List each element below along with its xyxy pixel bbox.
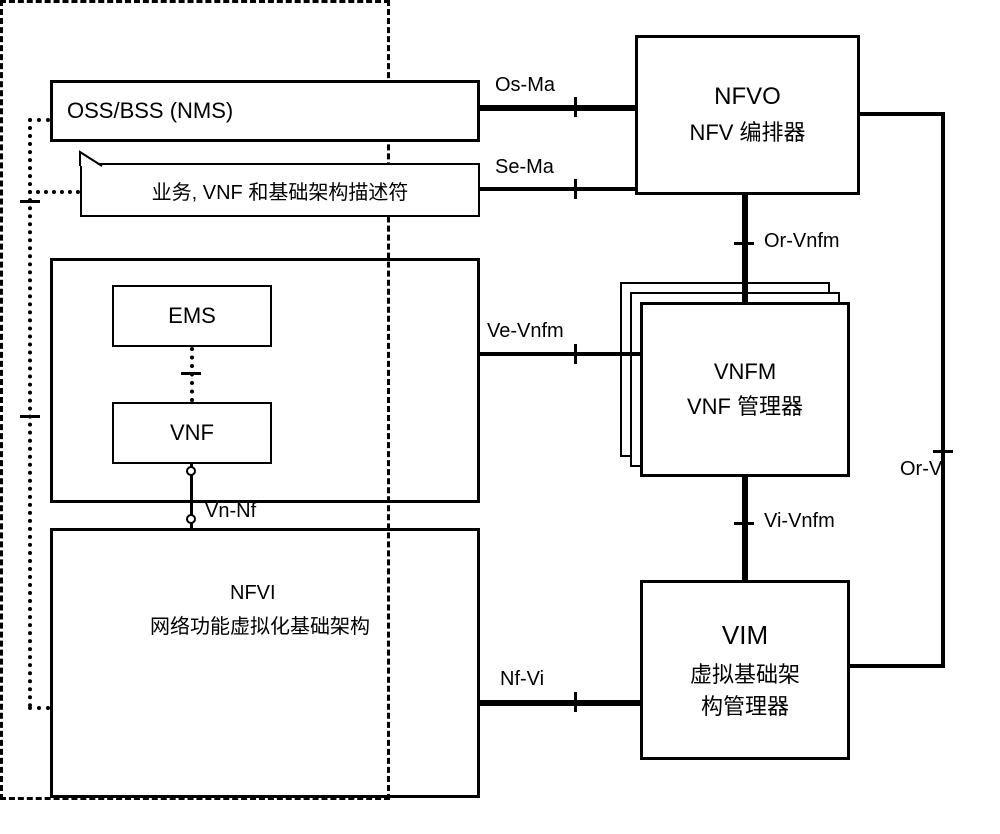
or-vnfm-label: Or-Vnfm bbox=[764, 230, 840, 253]
descriptor-fold bbox=[78, 150, 104, 168]
nfvo-subtitle: NFV 编排器 bbox=[689, 115, 805, 147]
ems-label: EMS bbox=[168, 303, 216, 329]
vnf-label: VNF bbox=[170, 420, 214, 446]
desc-bus-h bbox=[28, 190, 80, 194]
or-vi-bot-h bbox=[850, 664, 945, 668]
nf-vi-tick bbox=[574, 692, 577, 712]
vi-vnfm-tick bbox=[734, 522, 754, 525]
vn-nf-label: Vn-Nf bbox=[205, 500, 256, 523]
se-ma-label: Se-Ma bbox=[495, 156, 554, 179]
ve-vnfm-connector bbox=[480, 352, 640, 356]
or-vi-top-h bbox=[860, 112, 945, 116]
or-vi-tick bbox=[933, 450, 953, 453]
vim-line3: 构管理器 bbox=[701, 689, 789, 721]
nfvi-subtitle: 网络功能虚拟化基础架构 bbox=[150, 610, 370, 639]
ems-box: EMS bbox=[112, 285, 272, 347]
descriptor-box: 业务, VNF 和基础架构描述符 bbox=[80, 163, 480, 217]
nfvo-box: NFVO NFV 编排器 bbox=[635, 35, 860, 195]
left-bus-v bbox=[28, 118, 32, 708]
vim-box: VIM 虚拟基础架 构管理器 bbox=[640, 580, 850, 760]
vim-line2: 虚拟基础架 bbox=[690, 657, 800, 689]
nfvi-box bbox=[50, 528, 480, 798]
or-vi-v bbox=[941, 112, 945, 668]
vnfm-box: VNFM VNF 管理器 bbox=[640, 302, 850, 477]
nfvi-title: NFVI bbox=[230, 582, 276, 605]
vi-vnfm-connector bbox=[742, 477, 748, 580]
ve-vnfm-tick bbox=[574, 344, 577, 364]
or-vnfm-tick bbox=[734, 242, 754, 245]
vim-title: VIM bbox=[722, 620, 768, 651]
vi-vnfm-label: Vi-Vnfm bbox=[764, 510, 835, 533]
oss-bss-box: OSS/BSS (NMS) bbox=[50, 80, 480, 142]
se-ma-connector bbox=[480, 187, 635, 191]
nf-vi-connector bbox=[480, 700, 640, 706]
or-vnfm-connector bbox=[742, 195, 748, 302]
bus-tick-2 bbox=[20, 415, 40, 418]
vnf-box: VNF bbox=[112, 402, 272, 464]
vnfm-title: VNFM bbox=[714, 359, 776, 385]
vn-nf-circle-top bbox=[186, 466, 196, 476]
oss-bss-label: OSS/BSS (NMS) bbox=[67, 98, 233, 124]
os-ma-tick bbox=[574, 97, 577, 117]
ve-vnfm-label: Ve-Vnfm bbox=[487, 320, 564, 343]
nfvo-title: NFVO bbox=[714, 83, 781, 111]
se-ma-tick bbox=[574, 179, 577, 199]
ems-vnf-tick bbox=[181, 372, 201, 375]
diagram-canvas: OSS/BSS (NMS) 业务, VNF 和基础架构描述符 EMS VNF V… bbox=[0, 0, 1000, 834]
nf-vi-label: Nf-Vi bbox=[500, 668, 544, 691]
vnfm-subtitle: VNF 管理器 bbox=[687, 389, 803, 421]
nfvi-bus-h bbox=[28, 706, 50, 710]
or-vi-label: Or-Vi bbox=[900, 458, 946, 481]
descriptor-label: 业务, VNF 和基础架构描述符 bbox=[152, 176, 409, 205]
vn-nf-circle-bot bbox=[186, 514, 196, 524]
oss-bus-h bbox=[28, 118, 50, 122]
bus-tick-1 bbox=[20, 200, 40, 203]
os-ma-connector bbox=[480, 105, 635, 111]
os-ma-label: Os-Ma bbox=[495, 74, 555, 97]
